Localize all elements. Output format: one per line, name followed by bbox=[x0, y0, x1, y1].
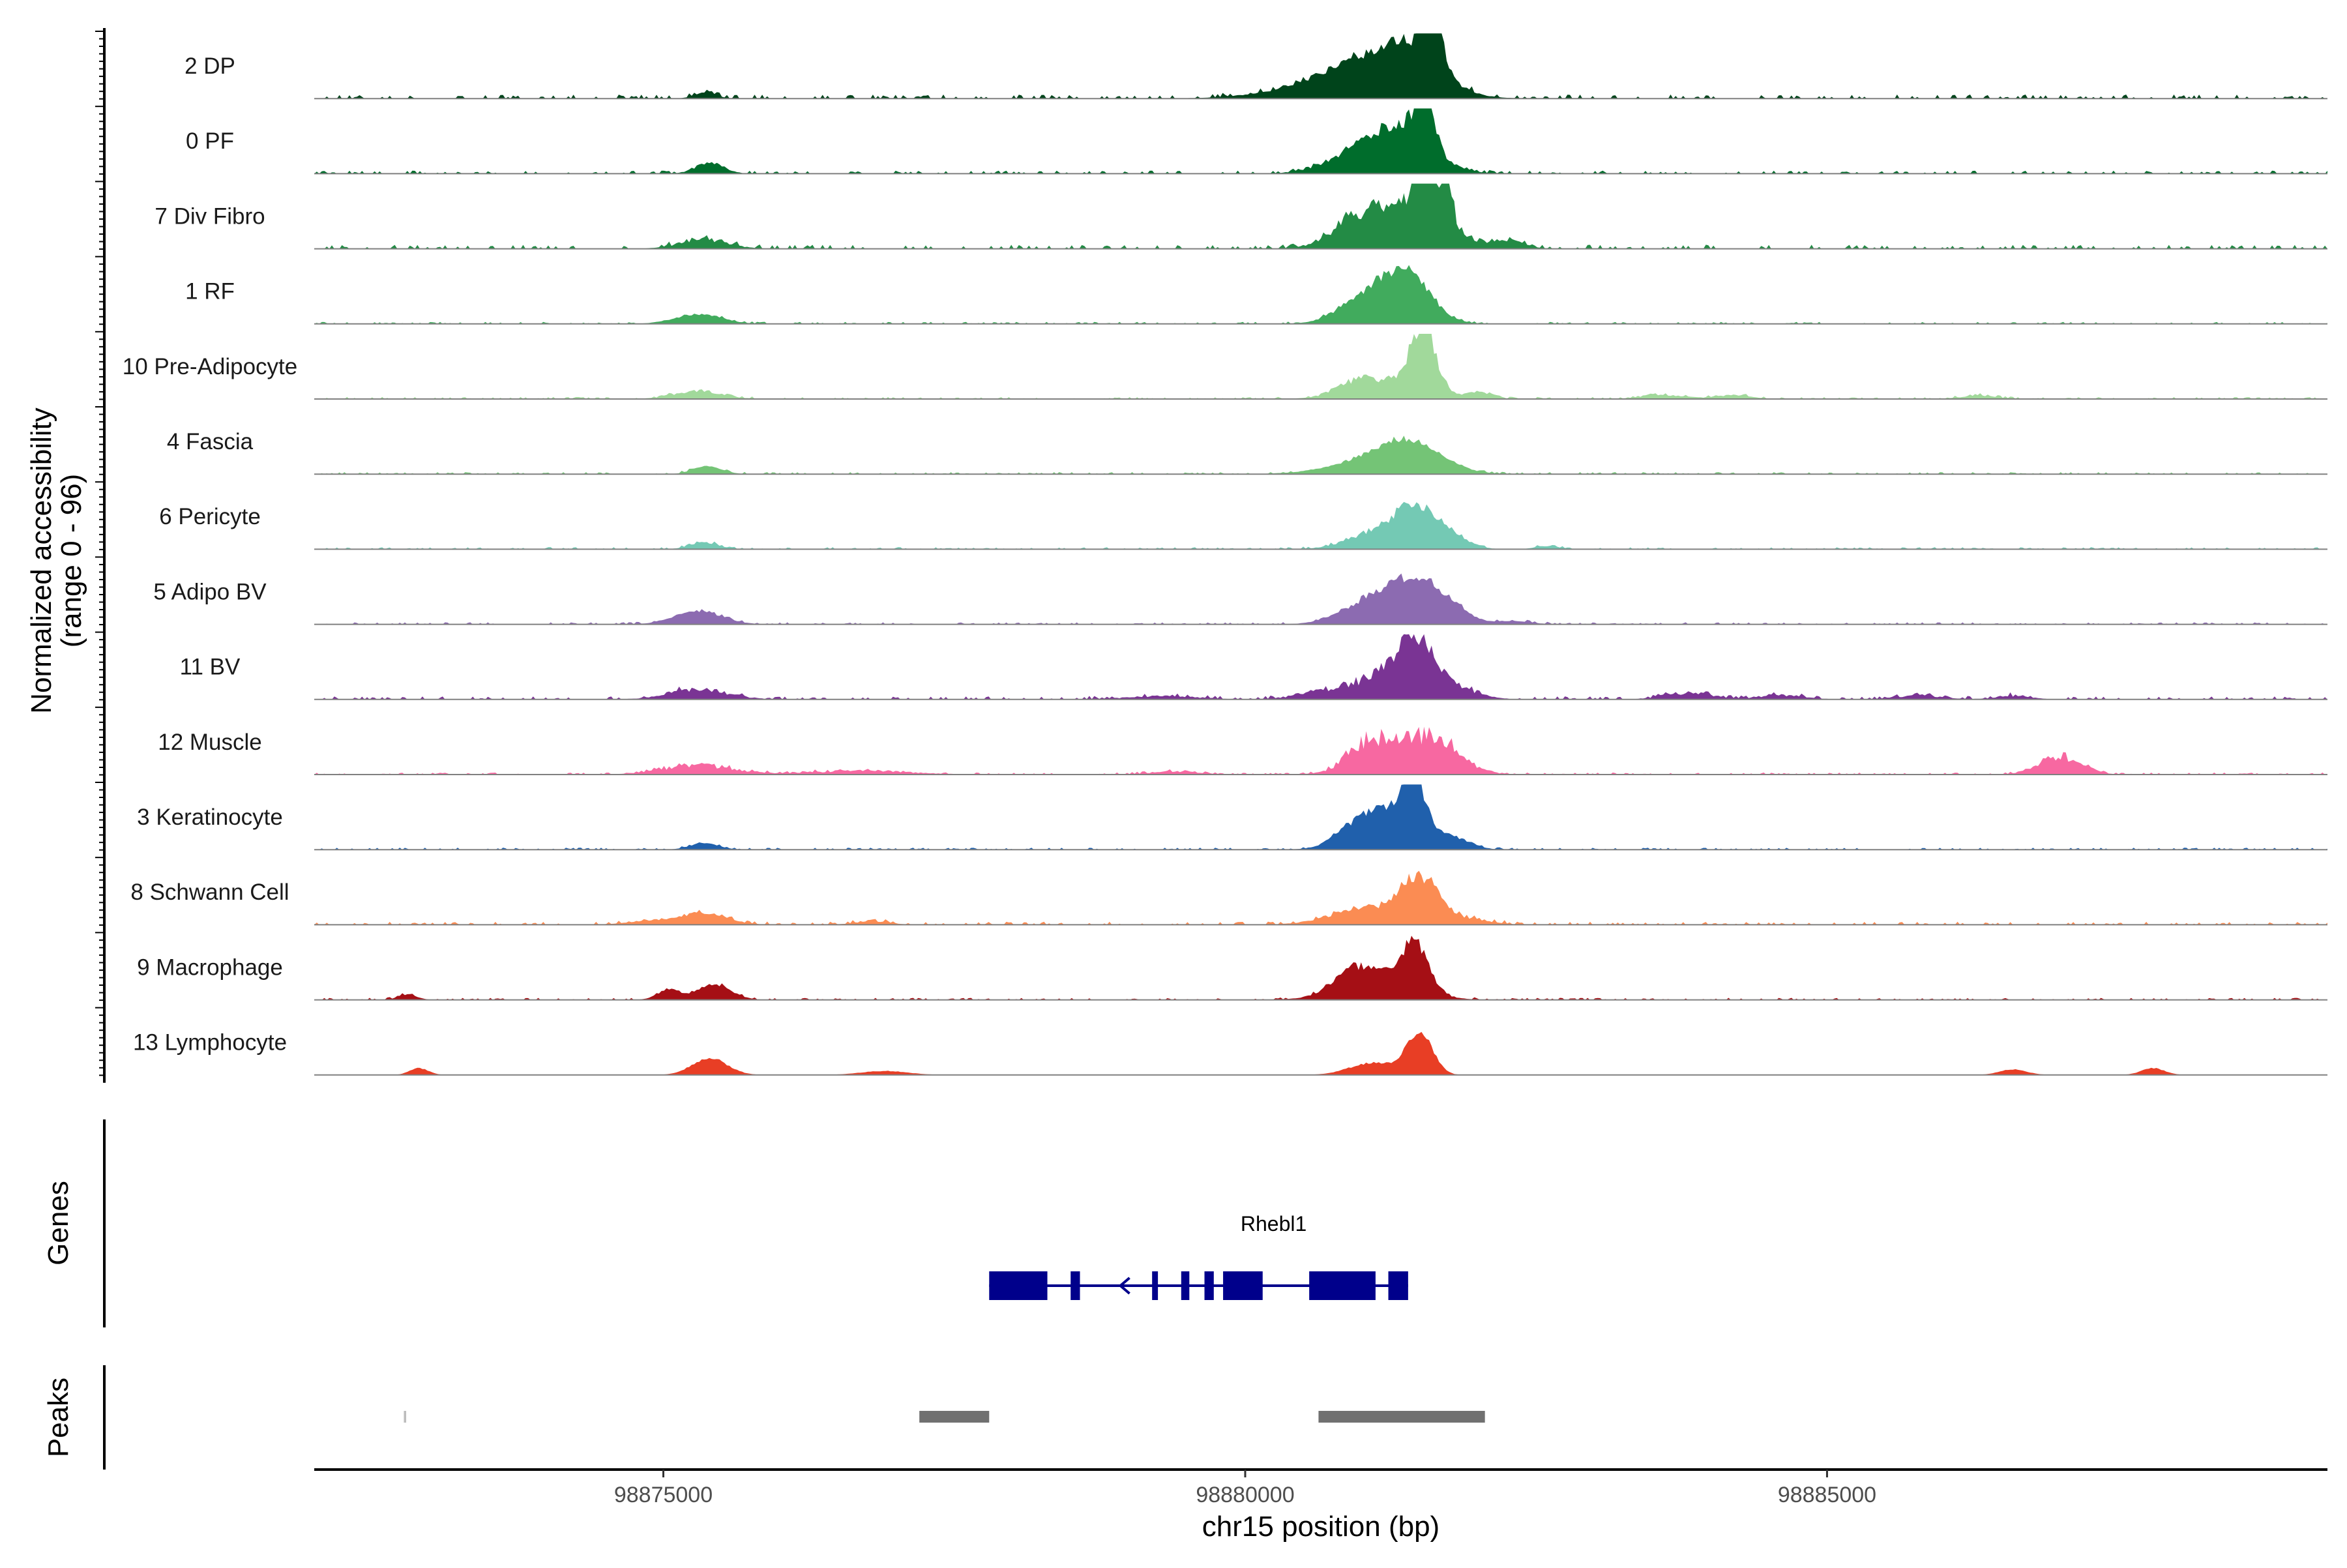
x-axis: 98875000 98880000 98885000 chr15 position (… bbox=[314, 1468, 2327, 1543]
gene-exon bbox=[1223, 1271, 1263, 1300]
track-5: 10 Pre-Adipocyte bbox=[123, 334, 2327, 400]
track-label: 3 Keratinocyte bbox=[137, 805, 283, 830]
track-8: 5 Adipo BV bbox=[153, 573, 2327, 625]
coverage-area bbox=[314, 265, 2327, 324]
track-label: 1 RF bbox=[185, 279, 235, 304]
track-4: 1 RF bbox=[185, 265, 2327, 325]
coverage-area bbox=[314, 634, 2327, 700]
peaks-panel: Peaks bbox=[42, 1365, 1485, 1470]
track-10: 12 Muscle bbox=[158, 726, 2327, 775]
track-label: 2 DP bbox=[185, 53, 235, 79]
peak-region bbox=[1318, 1411, 1485, 1423]
coverage-area bbox=[314, 183, 2327, 249]
coverage-area bbox=[314, 436, 2327, 475]
track-9: 11 BV bbox=[180, 634, 2327, 700]
coverage-area bbox=[314, 784, 2327, 850]
genes-panel: Genes Rhebl1 bbox=[42, 1119, 1408, 1327]
track-14: 13 Lymphocyte bbox=[133, 1030, 2327, 1076]
coverage-area bbox=[314, 33, 2327, 99]
genes-label: Genes bbox=[42, 1181, 74, 1265]
coverage-area bbox=[314, 936, 2327, 1000]
peaks-label: Peaks bbox=[42, 1378, 74, 1457]
gene-name-label: Rhebl1 bbox=[1241, 1212, 1306, 1235]
gene-exon bbox=[989, 1271, 1048, 1300]
strand-arrow bbox=[1118, 1277, 1130, 1295]
coverage-area bbox=[314, 108, 2327, 174]
y-axis-subtitle: (range 0 - 96) bbox=[55, 474, 87, 648]
track-7: 6 Pericyte bbox=[159, 501, 2327, 550]
gene-exon bbox=[1181, 1271, 1190, 1300]
track-label: 6 Pericyte bbox=[159, 504, 261, 529]
track-label: 12 Muscle bbox=[158, 730, 262, 755]
track-6: 4 Fascia bbox=[167, 429, 2327, 475]
track-label: 0 PF bbox=[186, 128, 234, 154]
gene-exon bbox=[1309, 1271, 1376, 1300]
y-axis-title: Normalized accessibility bbox=[25, 407, 57, 713]
coverage-area bbox=[314, 870, 2327, 925]
coverage-area bbox=[314, 573, 2327, 625]
track-1: 2 DP bbox=[185, 33, 2327, 100]
track-12: 8 Schwann Cell bbox=[130, 870, 2327, 926]
gene-exon bbox=[1204, 1271, 1214, 1300]
track-3: 7 Div Fibro bbox=[155, 183, 2327, 250]
coverage-area bbox=[314, 726, 2327, 775]
track-label: 10 Pre-Adipocyte bbox=[123, 354, 297, 379]
x-tick-label: 98885000 bbox=[1778, 1483, 1876, 1507]
track-label: 5 Adipo BV bbox=[153, 579, 267, 604]
track-label: 13 Lymphocyte bbox=[133, 1030, 287, 1056]
gene-exon bbox=[1388, 1271, 1408, 1300]
gene-exon bbox=[1070, 1271, 1080, 1300]
track-label: 4 Fascia bbox=[167, 429, 254, 454]
track-2: 0 PF bbox=[186, 108, 2327, 175]
coverage-area bbox=[314, 1031, 2327, 1075]
coverage-area bbox=[314, 501, 2327, 550]
coverage-area bbox=[314, 334, 2327, 399]
x-tick-label: 98880000 bbox=[1196, 1483, 1294, 1507]
track-label: 9 Macrophage bbox=[137, 954, 283, 980]
track-label: 7 Div Fibro bbox=[155, 203, 265, 229]
x-tick-label: 98875000 bbox=[614, 1483, 713, 1507]
peak-region bbox=[919, 1411, 990, 1423]
track-label: 11 BV bbox=[180, 655, 241, 680]
track-11: 3 Keratinocyte bbox=[137, 784, 2327, 851]
track-13: 9 Macrophage bbox=[137, 936, 2327, 1001]
coverage-tracks: 2 DP 0 PF 7 Div Fibro 1 RF 10 Pre-Adipocyte 4… bbox=[123, 33, 2327, 1076]
y-axis: Normalized accessibility(range 0 - 96) bbox=[25, 28, 106, 1083]
peak-region bbox=[404, 1411, 407, 1423]
x-axis-title: chr15 position (bp) bbox=[1202, 1511, 1439, 1543]
gene-exon bbox=[1152, 1271, 1159, 1300]
track-label: 8 Schwann Cell bbox=[130, 880, 289, 905]
